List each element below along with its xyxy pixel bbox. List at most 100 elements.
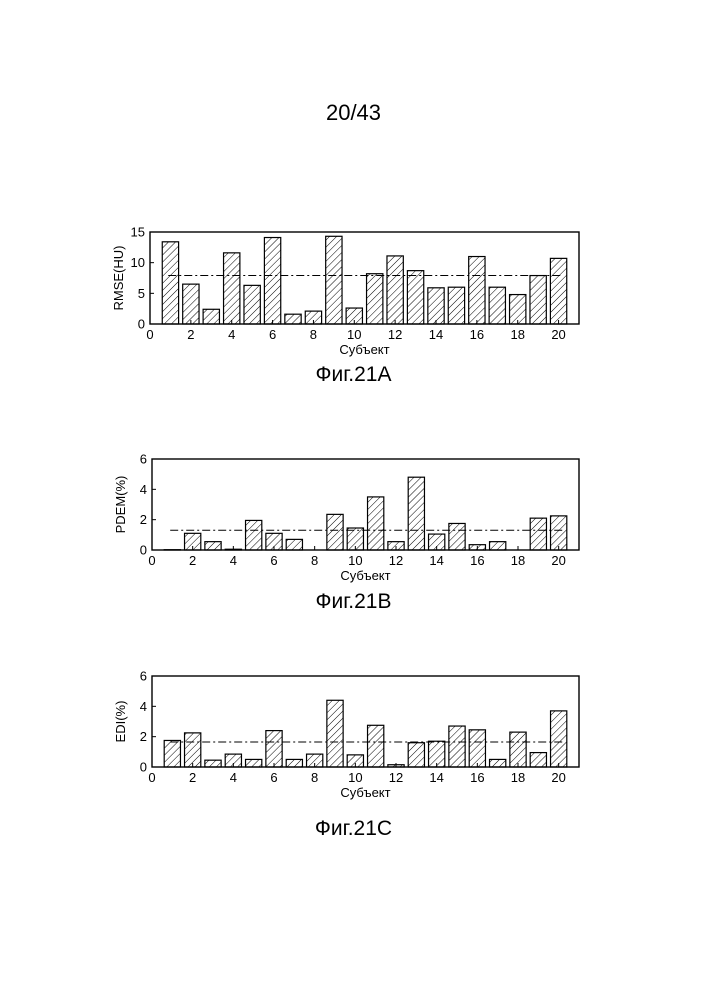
bar <box>489 287 505 324</box>
y-axis-label: RMSE(HU) <box>111 246 126 311</box>
bar <box>246 759 262 767</box>
x-tick-label: 0 <box>148 553 155 568</box>
y-tick-label: 2 <box>140 729 147 744</box>
bar <box>550 258 566 324</box>
bar <box>264 238 280 324</box>
x-tick-label: 10 <box>348 770 362 785</box>
x-tick-label: 6 <box>270 770 277 785</box>
x-tick-label: 6 <box>269 327 276 342</box>
x-tick-label: 14 <box>429 327 443 342</box>
bar <box>205 760 221 767</box>
y-tick-label: 4 <box>140 699 147 714</box>
bar <box>449 523 465 550</box>
bar <box>449 726 465 767</box>
bar <box>368 497 384 550</box>
bar <box>530 518 546 550</box>
bar <box>490 759 506 767</box>
x-tick-label: 2 <box>187 327 194 342</box>
x-axis-label: Субъект <box>340 568 390 583</box>
bar <box>183 284 199 324</box>
y-tick-label: 2 <box>140 512 147 527</box>
bar <box>327 700 343 767</box>
bar <box>367 274 383 324</box>
x-tick-label: 8 <box>310 327 317 342</box>
x-tick-label: 20 <box>551 553 565 568</box>
bar <box>407 271 423 324</box>
bar <box>428 288 444 324</box>
x-tick-label: 8 <box>311 770 318 785</box>
x-tick-label: 12 <box>389 553 403 568</box>
bar <box>448 287 464 324</box>
x-tick-label: 4 <box>228 327 235 342</box>
bar <box>510 295 526 324</box>
plot-frame <box>152 459 579 550</box>
y-tick-label: 6 <box>140 669 147 684</box>
x-tick-label: 18 <box>511 770 525 785</box>
y-tick-label: 5 <box>138 286 145 301</box>
x-tick-label: 10 <box>347 327 361 342</box>
bar <box>408 743 424 767</box>
bar <box>246 520 262 550</box>
bar <box>551 711 567 767</box>
bar <box>368 725 384 767</box>
y-axis-label: EDI(%) <box>113 701 128 743</box>
x-axis-label: Субъект <box>339 342 389 357</box>
figure-caption-21a: Фиг.21A <box>0 363 707 387</box>
bar <box>164 740 180 767</box>
x-tick-label: 8 <box>311 553 318 568</box>
bar <box>530 276 546 324</box>
bar <box>530 753 546 767</box>
bar <box>387 256 403 324</box>
bar <box>266 731 282 767</box>
x-tick-label: 16 <box>470 553 484 568</box>
y-axis-label: PDEM(%) <box>113 476 128 534</box>
chart-21b: 024681012141618200246СубъектPDEM(%) <box>113 452 579 584</box>
x-tick-label: 2 <box>189 553 196 568</box>
bar <box>203 309 219 324</box>
bar <box>205 542 221 550</box>
bar <box>327 514 343 550</box>
x-tick-label: 20 <box>551 770 565 785</box>
bar <box>162 242 178 324</box>
figure-caption-21b: Фиг.21B <box>0 590 707 614</box>
x-tick-label: 20 <box>551 327 565 342</box>
bar <box>510 732 526 767</box>
bar <box>408 477 424 550</box>
bar <box>224 253 240 324</box>
bar <box>551 516 567 550</box>
bar <box>469 257 485 324</box>
figure-caption-21c: Фиг.21C <box>0 817 707 841</box>
x-tick-label: 12 <box>389 770 403 785</box>
x-tick-label: 12 <box>388 327 402 342</box>
bar <box>244 285 260 324</box>
chart-21c: 0 2 4 6 8 10 12 14 16 18 20 0 2 4 6 Субъект EDI(%) <box>113 669 579 801</box>
y-tick-label: 6 <box>140 452 147 467</box>
x-tick-label: 4 <box>230 553 237 568</box>
x-tick-label: 0 <box>146 327 153 342</box>
bar <box>286 539 302 550</box>
y-tick-label: 4 <box>140 482 147 497</box>
bar <box>490 542 506 550</box>
x-tick-label: 16 <box>470 770 484 785</box>
x-tick-label: 0 <box>148 770 155 785</box>
y-tick-label: 10 <box>131 255 145 270</box>
bar <box>469 730 485 767</box>
x-tick-label: 2 <box>189 770 196 785</box>
y-tick-label: 0 <box>138 317 145 332</box>
bar <box>185 733 201 767</box>
bar <box>285 314 301 324</box>
bar <box>286 759 302 767</box>
x-tick-label: 4 <box>230 770 237 785</box>
bar <box>326 236 342 324</box>
chart-21a: 02468101214161820051015СубъектRMSE(HU) <box>111 225 579 358</box>
y-tick-label: 15 <box>131 225 145 240</box>
y-tick-label: 0 <box>140 760 147 775</box>
x-tick-label: 14 <box>429 553 443 568</box>
x-tick-label: 10 <box>348 553 362 568</box>
x-tick-label: 16 <box>470 327 484 342</box>
x-axis-label: Субъект <box>340 785 390 800</box>
y-tick-label: 0 <box>140 543 147 558</box>
x-tick-label: 14 <box>429 770 443 785</box>
x-tick-label: 6 <box>270 553 277 568</box>
